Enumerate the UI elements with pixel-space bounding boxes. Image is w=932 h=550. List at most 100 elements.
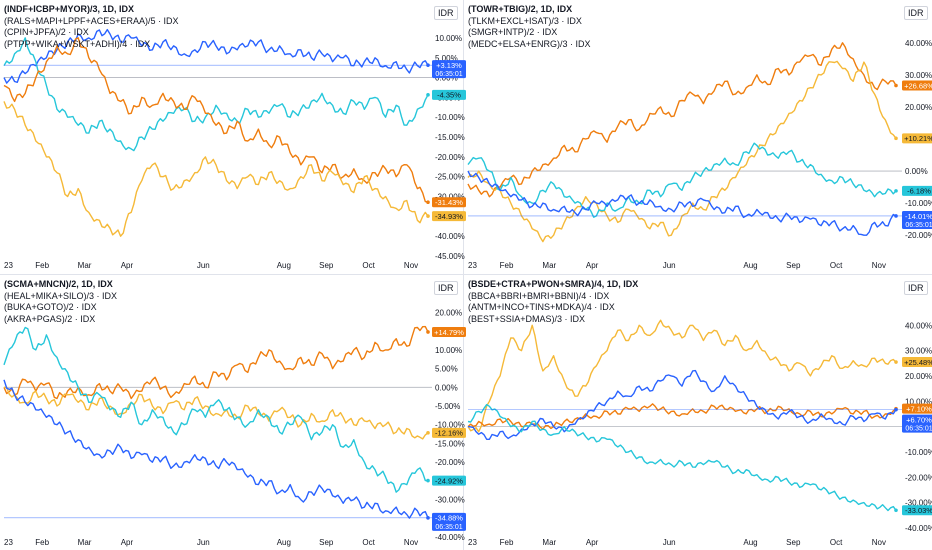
series-line[interactable] <box>467 403 897 512</box>
last-value-label: -34.88% <box>435 514 463 523</box>
series-line[interactable] <box>467 142 897 218</box>
y-tick-label: 0.00% <box>435 383 458 392</box>
series-line[interactable] <box>467 369 897 440</box>
last-value-tag[interactable]: -34.93% <box>432 211 466 222</box>
last-value-tag[interactable]: -14.01%06:35:01 <box>902 210 932 229</box>
y-tick-label: -20.00% <box>905 473 932 482</box>
last-value-tag[interactable]: +26.68% <box>902 80 932 91</box>
last-value-tag[interactable]: +25.48% <box>902 357 932 368</box>
x-tick-label: Nov <box>872 261 886 270</box>
y-tick-label: 10.00% <box>435 346 462 355</box>
chart-panel-top-right[interactable]: (TOWR+TBIG)/2, 1D, IDX (TLKM+EXCL+ISAT)/3… <box>464 0 932 274</box>
chart-panel-bottom-left[interactable]: (SCMA+MNCN)/2, 1D, IDX (HEAL+MIKA+SILO)/3… <box>0 275 466 550</box>
series-line[interactable] <box>467 170 897 236</box>
last-value-label: +10.21% <box>904 134 932 143</box>
last-value-tag[interactable]: -4.35% <box>432 89 466 100</box>
series-line[interactable] <box>3 386 429 440</box>
last-value-tag[interactable]: -31.43% <box>432 197 466 208</box>
series-end-point <box>894 83 898 88</box>
currency-unit-badge[interactable]: IDR <box>434 6 458 20</box>
chart-title: (INDF+ICBP+MYOR)/3, 1D, IDX <box>4 4 135 14</box>
y-tick-label: -45.00% <box>435 252 465 261</box>
series-line[interactable] <box>3 37 429 203</box>
y-tick-label: -20.00% <box>905 231 932 240</box>
series-line[interactable] <box>3 326 429 493</box>
y-tick-label: 20.00% <box>905 103 932 112</box>
legend-entry[interactable]: (CPIN+JPFA)/2 · IDX <box>4 27 89 37</box>
y-tick-label: -30.00% <box>905 499 932 508</box>
legend-entry[interactable]: (SMGR+INTP)/2 · IDX <box>468 27 558 37</box>
y-tick-label: 5.00% <box>435 365 458 374</box>
legend-entry[interactable]: (BUKA+GOTO)/2 · IDX <box>4 302 97 312</box>
last-value-tag[interactable]: +10.21% <box>902 133 932 144</box>
last-value-tag[interactable]: -12.16% <box>432 427 466 438</box>
countdown-label: 06:35:01 <box>905 426 932 433</box>
chart-legend: (INDF+ICBP+MYOR)/3, 1D, IDX (RALS+MAPI+LP… <box>4 4 179 50</box>
last-value-label: +6.70% <box>906 415 932 424</box>
legend-entry[interactable]: (BEST+SSIA+DMAS)/3 · IDX <box>468 313 586 324</box>
chart-title: (BSDE+CTRA+PWON+SMRA)/4, 1D, IDX <box>468 279 639 289</box>
chart-title: (TOWR+TBIG)/2, 1D, IDX <box>468 4 573 14</box>
last-value-tag[interactable]: -33.03% <box>902 505 932 516</box>
y-tick-label: -25.00% <box>435 173 465 182</box>
currency-unit-badge[interactable]: IDR <box>434 281 458 295</box>
chart-canvas[interactable]: 20.00%15.00%10.00%5.00%0.00%-5.00%-10.00… <box>0 275 466 550</box>
x-tick-label: Feb <box>500 538 514 547</box>
series-line[interactable] <box>467 60 897 243</box>
y-tick-label: -10.00% <box>905 199 932 208</box>
series-line[interactable] <box>467 403 897 430</box>
series-line[interactable] <box>3 101 429 237</box>
legend-entry[interactable]: (MEDC+ELSA+ENRG)/3 · IDX <box>468 38 591 49</box>
series-end-point <box>426 431 430 435</box>
legend-entry[interactable]: (AKRA+PGAS)/2 · IDX <box>4 313 96 324</box>
currency-unit-badge[interactable]: IDR <box>904 6 928 20</box>
chart-canvas[interactable]: 40.00%30.00%20.00%10.00%0.00%-10.00%-20.… <box>464 275 932 550</box>
y-tick-label: 30.00% <box>905 347 932 356</box>
last-value-label: -34.93% <box>435 212 463 221</box>
last-value-tag[interactable]: -6.18% <box>902 185 932 196</box>
y-tick-label: -10.00% <box>435 113 465 122</box>
y-tick-label: 20.00% <box>435 308 462 317</box>
panel-divider-vertical[interactable] <box>463 0 464 550</box>
countdown-label: 06:35:01 <box>435 524 462 531</box>
y-tick-label: -20.00% <box>435 153 465 162</box>
series-end-point <box>426 214 430 218</box>
chart-panel-bottom-right[interactable]: (BSDE+CTRA+PWON+SMRA)/4, 1D, IDX (BBCA+BB… <box>464 275 932 550</box>
last-value-tag[interactable]: +6.70% 06:35:01 <box>902 414 932 433</box>
last-value-tag[interactable]: +7.10% <box>902 403 932 414</box>
chart-panel-top-left[interactable]: (INDF+ICBP+MYOR)/3, 1D, IDX (RALS+MAPI+LP… <box>0 0 466 274</box>
currency-unit-badge[interactable]: IDR <box>904 281 928 295</box>
x-tick-label: Oct <box>362 261 375 270</box>
x-tick-label: Apr <box>121 538 134 547</box>
series-end-point <box>426 330 430 334</box>
legend-entry[interactable]: (TLKM+EXCL+ISAT)/3 · IDX <box>468 15 582 26</box>
countdown-label: 06:35:01 <box>435 71 462 78</box>
series-line[interactable] <box>3 379 429 519</box>
last-value-tag[interactable]: +14.79% <box>432 326 466 337</box>
series-end-point <box>894 508 898 513</box>
x-tick-label: Jun <box>663 538 676 547</box>
legend-entry[interactable]: (ANTM+INCO+TINS+MDKA)/4 · IDX <box>468 302 615 312</box>
chart-legend: (TOWR+TBIG)/2, 1D, IDX (TLKM+EXCL+ISAT)/3… <box>468 4 591 50</box>
x-tick-label: Aug <box>277 538 291 547</box>
last-value-tag[interactable]: +3.13%06:35:01 <box>432 60 466 79</box>
series-line[interactable] <box>3 325 429 400</box>
x-tick-label: Apr <box>586 261 599 270</box>
series-line[interactable] <box>3 37 429 152</box>
legend-entry[interactable]: (BBCA+BBRI+BMRI+BBNI)/4 · IDX <box>468 290 610 301</box>
legend-entry[interactable]: (PTPP+WIKA+WSKT+ADHI)/4 · IDX <box>4 38 151 49</box>
last-value-label: -6.18% <box>907 187 931 196</box>
last-value-tag[interactable]: -34.88%06:35:01 <box>432 512 466 531</box>
legend-entry[interactable]: (RALS+MAPI+LPPF+ACES+ERAA)/5 · IDX <box>4 15 179 26</box>
chart-canvas[interactable]: 40.00%30.00%20.00%10.00%0.00%-10.00%-20.… <box>464 0 932 274</box>
legend-entry[interactable]: (HEAL+MIKA+SILO)/3 · IDX <box>4 290 118 301</box>
last-value-tag[interactable]: -24.92% <box>432 475 466 486</box>
chart-canvas[interactable]: 10.00%5.00%0.00%-5.00%-10.00%-15.00%-20.… <box>0 0 466 274</box>
x-tick-label: Mar <box>78 261 92 270</box>
y-tick-label: 0.00% <box>905 167 928 176</box>
x-tick-label: Jun <box>197 261 210 270</box>
panel-divider-horizontal[interactable] <box>0 274 932 275</box>
chart-legend: (BSDE+CTRA+PWON+SMRA)/4, 1D, IDX (BBCA+BB… <box>468 279 638 325</box>
series-line[interactable] <box>467 42 897 198</box>
series-line[interactable] <box>467 319 897 433</box>
